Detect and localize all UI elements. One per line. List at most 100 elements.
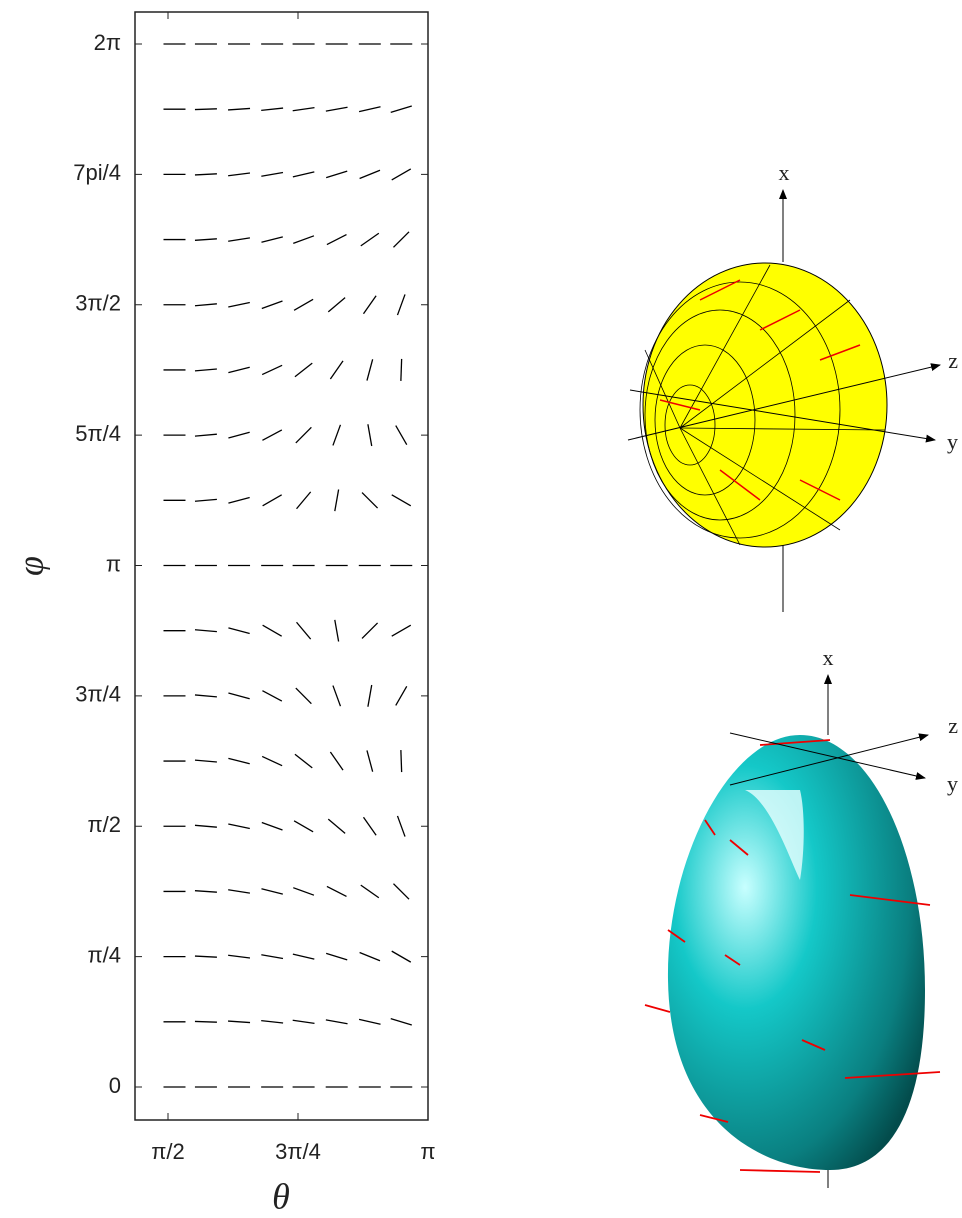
- direction-segment: [293, 236, 314, 244]
- direction-segment: [359, 107, 380, 112]
- x-tick-label: π/2: [151, 1139, 185, 1164]
- direction-segment: [228, 758, 249, 763]
- direction-segment: [293, 1020, 315, 1023]
- direction-segment: [326, 107, 348, 111]
- direction-segment: [367, 750, 373, 771]
- y-tick-label: π: [106, 551, 121, 576]
- direction-segment: [361, 233, 379, 246]
- direction-segment: [263, 495, 282, 506]
- direction-segment: [363, 817, 376, 835]
- direction-segment: [293, 172, 314, 177]
- egg-render: [645, 675, 940, 1188]
- direction-segment: [296, 688, 312, 704]
- direction-segment: [363, 296, 376, 314]
- direction-segment: [228, 1021, 250, 1023]
- y-tick-label: 0: [109, 1073, 121, 1098]
- direction-segment: [330, 361, 343, 379]
- direction-segment: [335, 620, 339, 642]
- direction-segment: [401, 750, 402, 772]
- y-tick-label: 3π/2: [75, 291, 121, 316]
- direction-segment: [326, 171, 347, 177]
- direction-segment: [228, 302, 250, 307]
- direction-segment: [297, 622, 311, 639]
- direction-segment: [326, 953, 347, 959]
- direction-segment: [397, 816, 405, 837]
- direction-segment: [262, 430, 281, 440]
- direction-segment: [294, 299, 313, 310]
- direction-segment: [295, 754, 312, 768]
- direction-segment: [195, 630, 217, 632]
- direction-segment: [195, 499, 217, 501]
- direction-segment: [195, 109, 217, 110]
- y-tick-label: 5π/4: [75, 421, 121, 446]
- direction-segment: [293, 108, 315, 111]
- direction-segment: [393, 884, 409, 900]
- direction-segment: [401, 359, 402, 381]
- direction-segment: [195, 891, 217, 893]
- y-tick-label: π/4: [87, 942, 121, 967]
- direction-segment: [326, 1020, 348, 1024]
- axis-label: y: [947, 771, 958, 796]
- sphere-render: [628, 190, 940, 612]
- axis-label: y: [947, 429, 958, 454]
- direction-segment: [261, 172, 283, 176]
- direction-segment: [263, 625, 282, 636]
- direction-segment: [333, 425, 341, 446]
- direction-segment: [359, 1019, 380, 1024]
- direction-segment: [335, 489, 339, 511]
- axis-label: z: [948, 348, 958, 373]
- direction-segment: [396, 686, 407, 705]
- direction-segment: [195, 825, 217, 827]
- axis-label: z: [948, 713, 958, 738]
- direction-segment: [228, 367, 249, 372]
- direction-segment: [262, 301, 283, 309]
- direction-segment: [368, 685, 372, 707]
- direction-segment: [195, 174, 217, 175]
- direction-segment: [262, 822, 283, 830]
- y-axis-label: φ: [10, 556, 50, 576]
- direction-segment: [228, 628, 249, 634]
- direction-segment: [393, 232, 409, 248]
- direction-segment: [228, 824, 250, 829]
- direction-segment: [228, 955, 250, 958]
- direction-segment: [327, 886, 347, 896]
- x-tick-label: 3π/4: [275, 1139, 321, 1164]
- direction-segment: [333, 686, 341, 707]
- direction-segment: [228, 890, 250, 893]
- x-tick-label: π: [420, 1139, 435, 1164]
- direction-segment: [228, 238, 250, 241]
- direction-segment: [328, 298, 345, 312]
- direction-segment: [397, 294, 405, 315]
- direction-segment: [396, 426, 407, 445]
- y-tick-label: 3π/4: [75, 682, 121, 707]
- direction-segment: [391, 106, 412, 112]
- direction-segment: [195, 304, 217, 306]
- direction-segment: [262, 365, 282, 374]
- axis-label: x: [823, 645, 834, 670]
- direction-segment: [392, 951, 411, 962]
- direction-segment: [228, 173, 250, 176]
- y-tick-label: π/2: [87, 812, 121, 837]
- direction-segment: [261, 1021, 283, 1023]
- direction-segment: [293, 888, 314, 896]
- direction-segment: [297, 492, 311, 509]
- direction-segment: [261, 108, 283, 110]
- direction-segment: [261, 237, 282, 242]
- y-tick-label: 7pi/4: [73, 160, 121, 185]
- direction-segment: [368, 424, 372, 446]
- direction-segment: [262, 691, 281, 701]
- direction-segment: [362, 623, 378, 639]
- direction-segment: [392, 169, 411, 180]
- direction-segment: [360, 170, 380, 178]
- direction-segment: [228, 108, 250, 110]
- direction-segment: [195, 695, 217, 697]
- direction-segment: [195, 1021, 217, 1022]
- direction-segment: [195, 434, 217, 436]
- direction-segment: [392, 495, 411, 506]
- direction-segment: [294, 821, 313, 832]
- direction-segment: [228, 497, 249, 503]
- direction-segment: [360, 953, 380, 961]
- direction-segment: [261, 955, 283, 959]
- direction-segment: [367, 359, 373, 380]
- direction-segment: [262, 756, 282, 765]
